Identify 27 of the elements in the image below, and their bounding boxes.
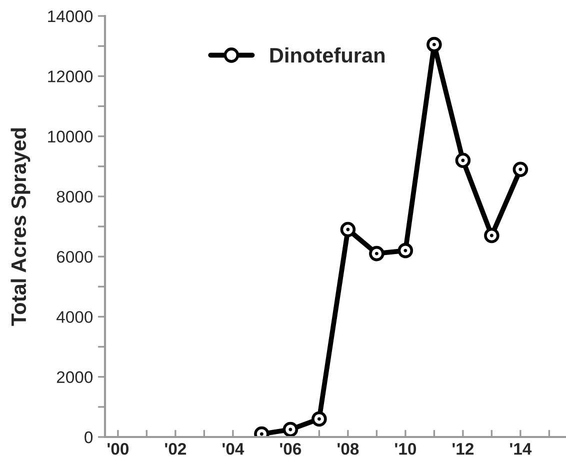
point <box>512 162 528 178</box>
point <box>340 222 356 238</box>
point <box>426 36 442 52</box>
point <box>398 242 414 258</box>
y-tick-label: 6000 <box>56 250 93 263</box>
point <box>369 246 384 262</box>
point <box>312 411 327 427</box>
x-tick-label: '04 <box>222 442 244 455</box>
y-tick-label: 8000 <box>56 190 93 203</box>
x-tick-label: '14 <box>510 443 532 455</box>
point <box>282 422 298 437</box>
x-tick-label: '00 <box>108 442 129 455</box>
point <box>484 228 500 244</box>
y-tick-label: 10000 <box>48 130 93 142</box>
x-tick-label: '10 <box>395 442 416 455</box>
y-tick-label: 14000 <box>48 10 93 22</box>
x-tick-label: '12 <box>452 442 474 455</box>
y-axis-title: Total Acres Sprayed <box>10 128 30 326</box>
x-tick-label: '06 <box>280 442 302 455</box>
y-tick-label: 2000 <box>56 371 93 384</box>
y-tick-label: 12000 <box>48 70 93 82</box>
x-tick-label: '08 <box>338 442 359 455</box>
legend-label: Dinotefuran <box>270 47 385 63</box>
y-tick-label: 4000 <box>56 311 93 323</box>
y-tick-label: 0 <box>84 431 93 444</box>
point <box>455 152 471 168</box>
x-tick-label: '02 <box>165 442 186 455</box>
